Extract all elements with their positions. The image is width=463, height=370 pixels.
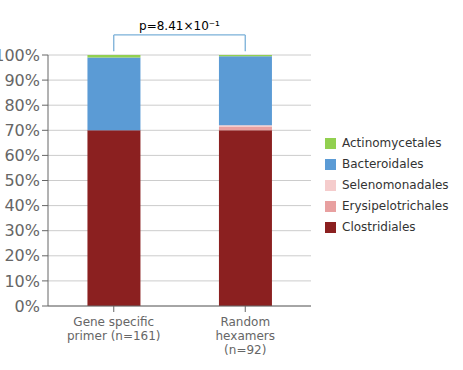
svg-text:30%: 30% <box>8 221 40 240</box>
html-text:Selenomonadales: Selenomonadales <box>342 178 449 192</box>
svg-text:80%: 80% <box>8 96 40 115</box>
svg-text:100%: 100% <box>8 46 40 65</box>
html-text:Erysipelotrichales: Erysipelotrichales <box>342 199 449 213</box>
svg-text:70%: 70% <box>8 121 40 140</box>
svg-text:0%: 0% <box>15 297 40 316</box>
svg-text:Randomhexamers(n=92): Randomhexamers(n=92) <box>216 315 276 357</box>
html-text:Actinomycetales: Actinomycetales <box>342 136 442 150</box>
html-text:Bacteroidales: Bacteroidales <box>342 157 424 171</box>
svg-text:10%: 10% <box>8 272 40 291</box>
svg-text:Gene specificprimer (n=161): Gene specificprimer (n=161) <box>67 315 161 343</box>
svg-text:40%: 40% <box>8 196 40 215</box>
html-text:Clostridiales: Clostridiales <box>342 220 416 234</box>
svg-text:20%: 20% <box>8 246 40 265</box>
svg-text:90%: 90% <box>8 71 40 90</box>
svg-text:p=8.41×10⁻¹: p=8.41×10⁻¹ <box>139 19 220 33</box>
svg-text:60%: 60% <box>8 146 40 165</box>
svg-text:50%: 50% <box>8 171 40 190</box>
